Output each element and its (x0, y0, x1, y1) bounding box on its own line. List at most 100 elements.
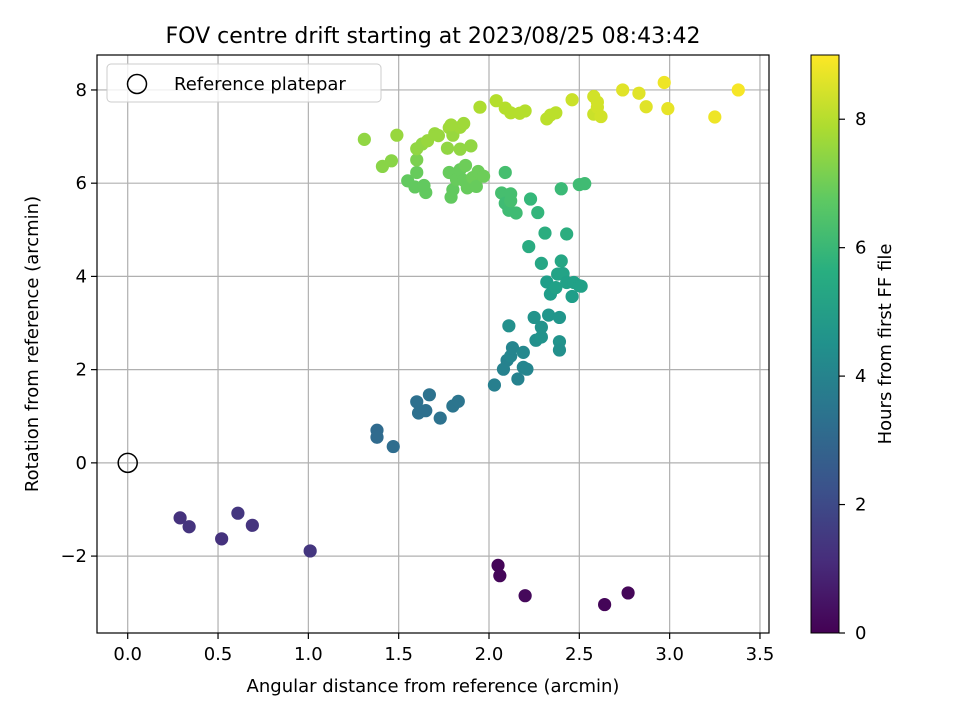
scatter-point (518, 589, 532, 603)
scatter-point (542, 308, 556, 322)
scatter-point (245, 518, 259, 532)
y-tick-label: 8 (76, 80, 87, 101)
scatter-point (534, 256, 548, 270)
scatter-point (446, 183, 460, 197)
scatter-point (731, 83, 745, 97)
scatter-point (639, 100, 653, 114)
scatter-point (469, 179, 483, 194)
colorbar-tick-label: 8 (855, 109, 866, 130)
scatter-point (594, 109, 608, 124)
scatter-point (504, 194, 518, 208)
scatter-point (215, 532, 229, 546)
scatter-point (473, 100, 487, 114)
scatter-point (464, 139, 478, 153)
x-axis-label: Angular distance from reference (arcmin) (247, 676, 620, 697)
scatter-point (410, 153, 424, 167)
scatter-point (598, 597, 612, 612)
scatter-point (386, 439, 400, 454)
x-tick-label: 0.0 (113, 644, 142, 665)
legend: Reference platepar (106, 63, 382, 103)
scatter-point (538, 226, 552, 240)
y-tick-label: 4 (76, 266, 87, 287)
scatter-point (182, 520, 196, 534)
x-tick-label: 3.5 (746, 644, 775, 665)
scatter-point (444, 118, 458, 132)
scatter-point (433, 411, 447, 425)
scatter-point (505, 341, 520, 355)
scatter-point (552, 310, 567, 325)
plot-area: 0.0 0.5 1.0 1.5 2.0 2.5 3.0 3.5 −2 0 2 4 6 8 (60, 54, 774, 665)
x-tick-label: 2.5 (565, 644, 594, 665)
scatter-point (431, 129, 446, 143)
scatter-point (511, 372, 525, 386)
y-tick-label: 6 (76, 173, 87, 194)
scatter-point (616, 83, 630, 97)
scatter-point (523, 192, 538, 206)
scatter-point (476, 169, 491, 183)
scatter-point (173, 511, 187, 525)
scatter-point (357, 132, 371, 146)
scatter-point (489, 94, 503, 108)
scatter-point (491, 558, 505, 573)
y-tick-label: 2 (76, 360, 87, 381)
scatter-point (574, 279, 588, 293)
scatter-point (410, 395, 424, 409)
scatter-point (621, 586, 635, 600)
scatter-point (303, 544, 317, 558)
scatter-point (708, 110, 722, 124)
x-tick-label: 1.5 (384, 644, 413, 665)
scatter-point (487, 378, 502, 392)
scatter-points (173, 75, 745, 612)
scatter-point (578, 177, 592, 191)
scatter-point (534, 320, 548, 334)
x-tick-label: 0.5 (204, 644, 233, 665)
reference-platepar-marker (117, 452, 138, 474)
scatter-point (440, 141, 455, 155)
legend-open-circle-marker (126, 73, 148, 95)
y-axis-label: Rotation from reference (arcmin) (22, 196, 43, 492)
scatter-point (453, 142, 467, 156)
scatter-point (565, 93, 579, 107)
scatter-point (410, 165, 424, 180)
scatter-point (451, 394, 465, 408)
scatter-point (502, 319, 516, 333)
scatter-point (493, 569, 507, 583)
scatter-point (457, 116, 471, 131)
scatter-point (554, 254, 568, 268)
legend-box (106, 63, 382, 103)
x-axis-ticks: 0.0 0.5 1.0 1.5 2.0 2.5 3.0 3.5 (113, 633, 774, 665)
x-tick-label: 1.0 (294, 644, 323, 665)
x-tick-label: 3.0 (655, 644, 684, 665)
colorbar-tick-label: 2 (855, 495, 866, 516)
scatter-point (498, 165, 512, 180)
colorbar-tick-label: 0 (855, 623, 866, 644)
scatter-point (590, 95, 604, 109)
scatter-point (552, 343, 567, 357)
scatter-point (509, 206, 523, 220)
scatter-point (534, 330, 548, 344)
scatter-point (549, 106, 563, 120)
y-tick-label: −2 (60, 546, 87, 567)
scatter-point (632, 86, 646, 100)
reference-marker-layer (117, 452, 138, 474)
legend-entry-label: Reference platepar (174, 74, 346, 95)
scatter-point (516, 345, 530, 359)
scatter-point (565, 289, 579, 304)
colorbar-tick-label: 4 (855, 366, 866, 387)
scatter-point (531, 205, 545, 220)
scatter-point (554, 182, 568, 196)
scatter-point (419, 185, 433, 200)
colorbar-tick-label: 6 (855, 238, 866, 259)
scatter-point (384, 154, 399, 168)
scatter-point (419, 404, 433, 418)
scatter-point (657, 75, 671, 90)
scatter-point (422, 388, 436, 402)
chart-title: FOV centre drift starting at 2023/08/25 … (166, 24, 701, 49)
scatter-point (661, 102, 675, 116)
scatter-point (370, 430, 384, 444)
y-axis-ticks: −2 0 2 4 6 8 (60, 80, 97, 567)
scatter-point (231, 506, 245, 520)
plot-frame (96, 54, 770, 634)
plot-background (97, 55, 769, 633)
